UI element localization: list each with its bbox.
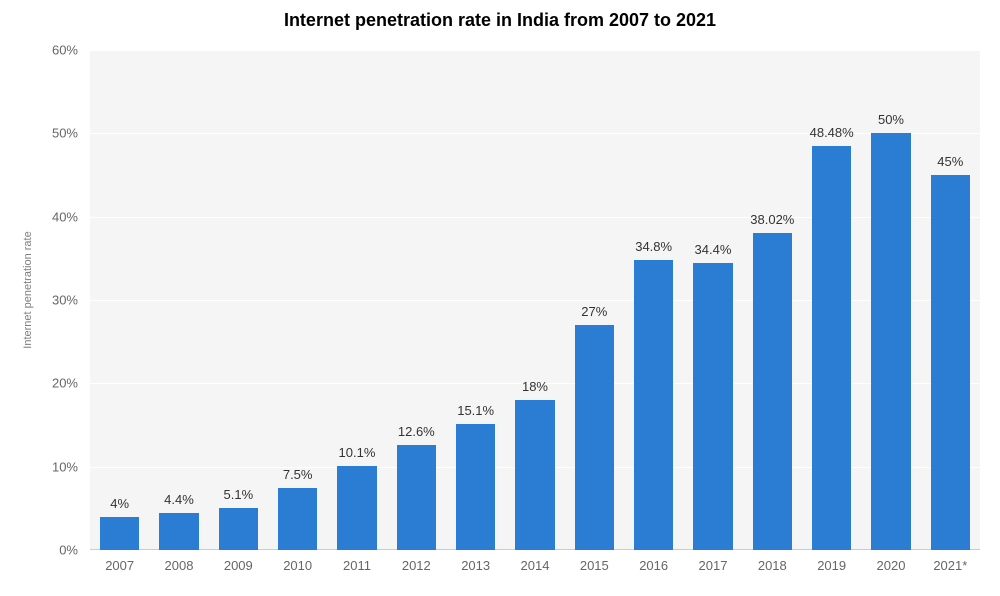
bar-slot: 18%2014 xyxy=(505,50,564,550)
bar xyxy=(931,175,970,550)
bar-slot: 10.1%2011 xyxy=(327,50,386,550)
data-label: 48.48% xyxy=(810,125,854,140)
bar-slot: 4%2007 xyxy=(90,50,149,550)
data-label: 15.1% xyxy=(457,403,494,418)
y-axis-label: Internet penetration rate xyxy=(22,210,34,370)
x-tick-label: 2019 xyxy=(817,558,846,573)
bar xyxy=(575,325,614,550)
data-label: 7.5% xyxy=(283,467,313,482)
bar xyxy=(515,400,554,550)
bar-slot: 15.1%2013 xyxy=(446,50,505,550)
data-label: 38.02% xyxy=(750,212,794,227)
x-tick-label: 2008 xyxy=(165,558,194,573)
bar xyxy=(337,466,376,550)
x-tick-label: 2011 xyxy=(343,558,371,573)
x-tick-label: 2009 xyxy=(224,558,253,573)
bar-slot: 48.48%2019 xyxy=(802,50,861,550)
bar-slot: 7.5%2010 xyxy=(268,50,327,550)
bar xyxy=(871,133,910,550)
bar-slot: 5.1%2009 xyxy=(209,50,268,550)
bar-slot: 34.4%2017 xyxy=(683,50,742,550)
bar xyxy=(812,146,851,550)
data-label: 50% xyxy=(878,112,904,127)
bar-slot: 4.4%2008 xyxy=(149,50,208,550)
x-tick-label: 2016 xyxy=(639,558,668,573)
bar xyxy=(634,260,673,550)
chart-title: Internet penetration rate in India from … xyxy=(0,0,1000,31)
x-tick-label: 2018 xyxy=(758,558,787,573)
bar-slot: 45%2021* xyxy=(921,50,980,550)
y-tick-label: 10% xyxy=(0,459,78,474)
x-tick-label: 2010 xyxy=(283,558,312,573)
bar xyxy=(159,513,198,550)
data-label: 34.4% xyxy=(695,242,732,257)
bar-slot: 12.6%2012 xyxy=(387,50,446,550)
x-tick-label: 2013 xyxy=(461,558,490,573)
x-tick-label: 2021* xyxy=(933,558,967,573)
bar xyxy=(753,233,792,550)
data-label: 5.1% xyxy=(223,487,253,502)
x-tick-label: 2007 xyxy=(105,558,134,573)
bar xyxy=(219,508,258,551)
bar xyxy=(693,263,732,550)
y-tick-label: 20% xyxy=(0,376,78,391)
y-tick-label: 30% xyxy=(0,293,78,308)
bar-slot: 34.8%2016 xyxy=(624,50,683,550)
x-tick-label: 2014 xyxy=(521,558,550,573)
bar-slot: 27%2015 xyxy=(565,50,624,550)
bar xyxy=(100,517,139,550)
data-label: 45% xyxy=(937,154,963,169)
data-label: 27% xyxy=(581,304,607,319)
data-label: 10.1% xyxy=(339,445,376,460)
chart-container: Internet penetration rate in India from … xyxy=(0,0,1000,596)
bar xyxy=(397,445,436,550)
x-tick-label: 2015 xyxy=(580,558,609,573)
y-tick-label: 0% xyxy=(0,543,78,558)
plot-area: 4%20074.4%20085.1%20097.5%201010.1%20111… xyxy=(90,50,980,550)
x-tick-label: 2020 xyxy=(877,558,906,573)
x-tick-label: 2012 xyxy=(402,558,431,573)
data-label: 12.6% xyxy=(398,424,435,439)
data-label: 4.4% xyxy=(164,492,194,507)
data-label: 18% xyxy=(522,379,548,394)
x-tick-label: 2017 xyxy=(699,558,728,573)
bar-slot: 50%2020 xyxy=(861,50,920,550)
data-label: 34.8% xyxy=(635,239,672,254)
data-label: 4% xyxy=(110,496,129,511)
bar-slot: 38.02%2018 xyxy=(743,50,802,550)
y-tick-label: 50% xyxy=(0,126,78,141)
bar xyxy=(456,424,495,550)
y-tick-label: 60% xyxy=(0,43,78,58)
bar xyxy=(278,488,317,551)
y-tick-label: 40% xyxy=(0,209,78,224)
